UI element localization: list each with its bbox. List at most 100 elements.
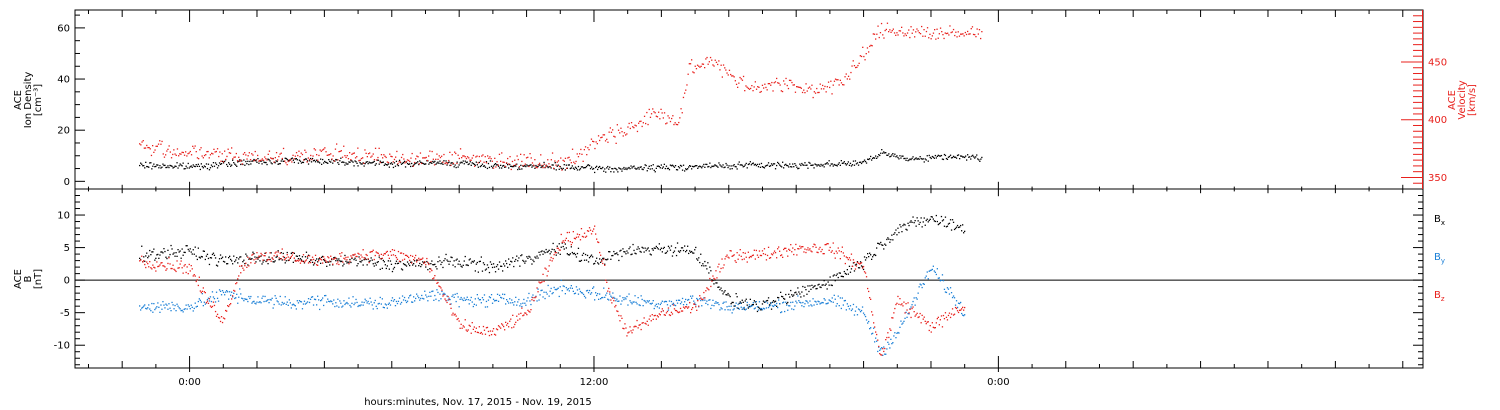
b-bx-series-point bbox=[419, 262, 421, 265]
b-by-series-point bbox=[763, 308, 766, 310]
b-bx-series-point bbox=[788, 293, 790, 295]
velocity-series-point bbox=[800, 87, 802, 89]
b-by-series-point bbox=[236, 293, 238, 295]
velocity-series-point bbox=[188, 152, 190, 154]
velocity-series-point bbox=[316, 154, 318, 156]
ion-density-series-point bbox=[664, 167, 666, 170]
b-by-series-point bbox=[604, 296, 606, 298]
b-bx-series-point bbox=[668, 247, 671, 249]
b-by-series-point bbox=[640, 295, 642, 297]
b-bz-series-point bbox=[361, 256, 363, 258]
ion-density-series-point bbox=[294, 158, 296, 160]
b-by-series-point bbox=[311, 296, 314, 298]
velocity-series-point bbox=[977, 33, 979, 35]
b-by-series-point bbox=[638, 304, 640, 306]
ion-density-series-point bbox=[792, 163, 794, 165]
b-bz-series-point bbox=[480, 331, 482, 334]
b-by-series-point bbox=[215, 291, 218, 293]
b-bz-series-point bbox=[916, 312, 918, 314]
b-bx-series-point bbox=[402, 263, 405, 265]
b-bz-series-point bbox=[146, 261, 148, 263]
b-by-series-point bbox=[238, 296, 240, 298]
b-by-series-point bbox=[628, 293, 630, 295]
b-bz-series-point bbox=[847, 258, 849, 261]
b-bz-series-point bbox=[526, 314, 528, 316]
ion-density-series-point bbox=[409, 163, 411, 165]
b-by-series-point bbox=[752, 302, 754, 304]
b-by-series-point bbox=[471, 301, 473, 303]
b-by-series-point bbox=[453, 296, 455, 298]
b-bx-series-point bbox=[400, 268, 403, 270]
b-bz-series-point bbox=[456, 318, 458, 321]
b-bz-series-point bbox=[743, 258, 745, 260]
ion-density-series-point bbox=[825, 163, 827, 165]
ion-density-series-point bbox=[383, 164, 385, 166]
ion-density-series-point bbox=[728, 165, 730, 167]
b-by-series-point bbox=[924, 277, 926, 279]
b-bx-series-point bbox=[270, 252, 272, 254]
b-bz-series-point bbox=[565, 237, 567, 239]
ion-density-series-point bbox=[492, 165, 495, 167]
b-by-series-point bbox=[169, 307, 171, 309]
b-bx-series-point bbox=[207, 257, 210, 260]
ion-density-series-point bbox=[829, 165, 831, 167]
ion-density-series-point bbox=[229, 163, 231, 165]
b-bz-series-point bbox=[753, 249, 755, 251]
b-bx-series-point bbox=[274, 260, 276, 262]
velocity-series-point bbox=[314, 149, 317, 151]
b-bz-series-point bbox=[209, 305, 212, 307]
b-bx-series-point bbox=[329, 264, 331, 266]
ion-density-series-point bbox=[147, 166, 149, 168]
b-by-series-point bbox=[329, 301, 331, 303]
b-bx-series-point bbox=[944, 216, 947, 218]
b-bz-series-point bbox=[838, 250, 840, 252]
ion-density-series-point bbox=[950, 157, 953, 159]
velocity-series-point bbox=[192, 145, 194, 147]
b-bz-series-point bbox=[184, 264, 186, 266]
velocity-series-point bbox=[229, 152, 232, 154]
b-bx-series-point bbox=[679, 250, 682, 252]
velocity-series-point bbox=[653, 111, 655, 113]
b-by-series-point bbox=[206, 299, 209, 301]
b-by-series-point bbox=[210, 300, 213, 303]
b-bx-series-point bbox=[674, 247, 677, 249]
b-bz-series-point bbox=[246, 266, 248, 268]
b-bz-series-point bbox=[553, 254, 555, 256]
b-by-series-point bbox=[224, 294, 226, 296]
velocity-series-point bbox=[358, 159, 360, 162]
b-bz-series-point bbox=[701, 298, 703, 300]
b-bz-series-point bbox=[836, 252, 838, 254]
b-bx-series-point bbox=[660, 247, 662, 249]
b-bz-series-point bbox=[695, 306, 697, 308]
b-by-series-point bbox=[803, 306, 805, 308]
ion-density-series-point bbox=[564, 169, 566, 171]
b-bz-series-point bbox=[229, 304, 231, 306]
b-by-series-point bbox=[254, 302, 256, 304]
ion-density-series-point bbox=[680, 165, 683, 167]
b-bx-series-point bbox=[458, 260, 460, 262]
ion-density-series-point bbox=[174, 165, 176, 167]
ion-density-series-point bbox=[332, 162, 334, 164]
b-by-series-point bbox=[813, 304, 815, 306]
b-bx-series-point bbox=[790, 289, 792, 292]
b-bz-series-point bbox=[426, 257, 428, 260]
velocity-series-point bbox=[496, 161, 498, 163]
ion-density-series-point bbox=[508, 167, 510, 169]
b-bz-series-point bbox=[797, 248, 799, 250]
velocity-series-point bbox=[575, 160, 577, 163]
velocity-series-point bbox=[878, 36, 880, 39]
ion-density-series-point bbox=[543, 161, 545, 164]
b-by-series-point bbox=[937, 277, 939, 279]
b-by-series-point bbox=[178, 307, 180, 309]
b-by-series-point bbox=[302, 303, 305, 305]
velocity-series-point bbox=[548, 163, 550, 165]
b-bz-series-point bbox=[196, 279, 198, 281]
b-bx-series-point bbox=[840, 275, 842, 277]
velocity-series-point bbox=[280, 152, 282, 154]
b-bx-series-point bbox=[509, 263, 511, 266]
b-bz-series-point bbox=[171, 267, 173, 270]
b-by-series-point bbox=[801, 305, 803, 307]
b-bz-series-point bbox=[893, 312, 895, 314]
b-bx-series-point bbox=[167, 249, 169, 251]
